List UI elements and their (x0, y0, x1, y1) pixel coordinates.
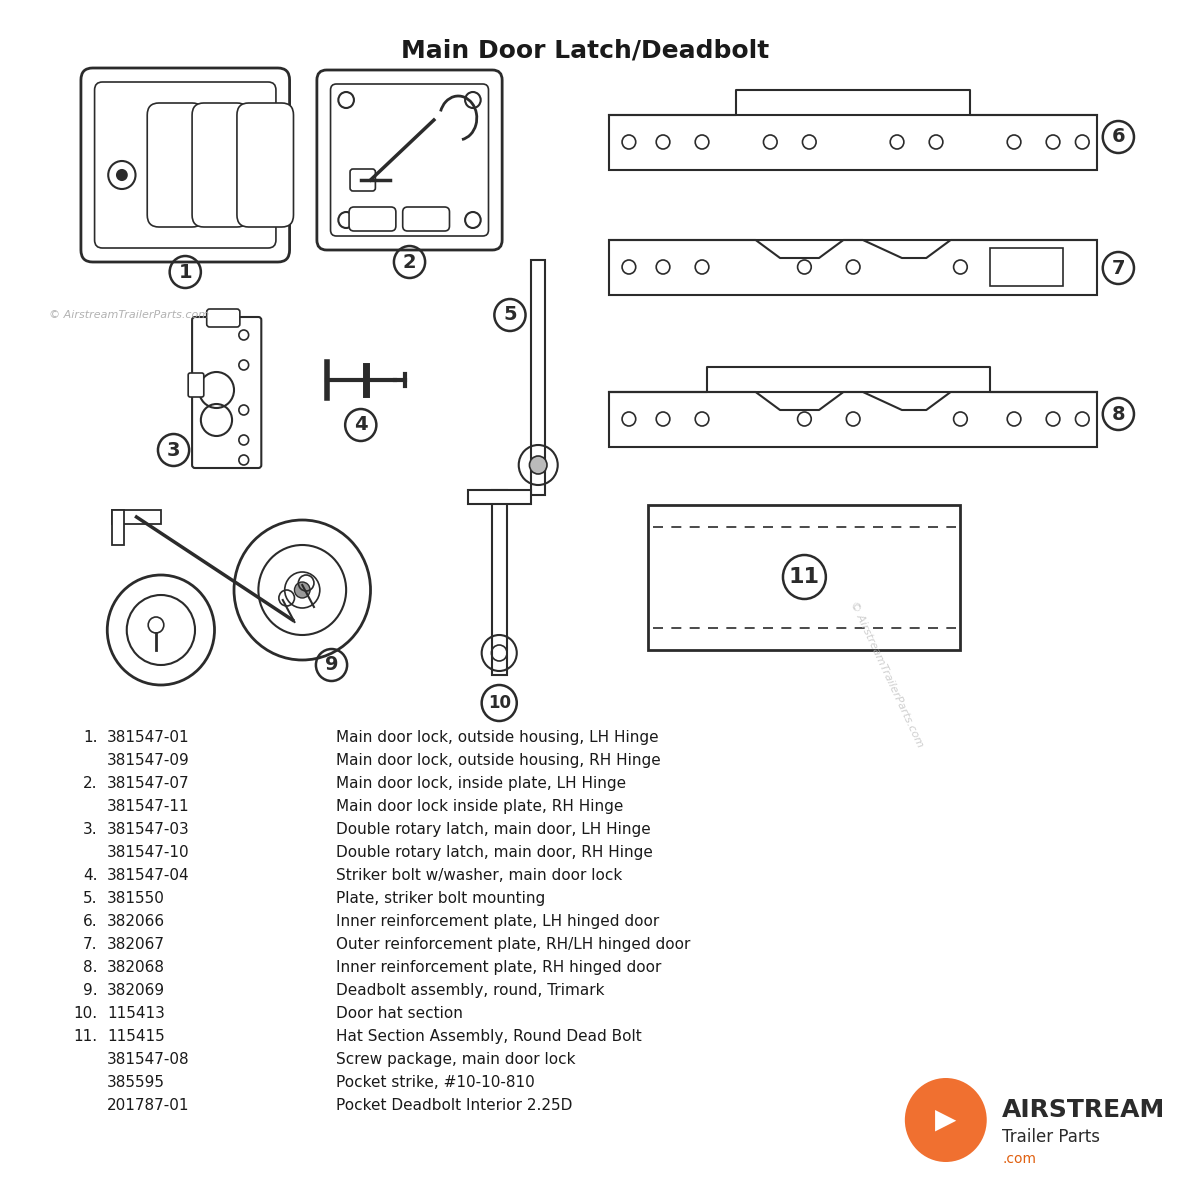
Text: 4.: 4. (83, 868, 97, 883)
Text: 5: 5 (503, 306, 517, 324)
Circle shape (118, 170, 127, 180)
Text: Main door lock, outside housing, RH Hinge: Main door lock, outside housing, RH Hing… (336, 754, 661, 768)
Text: 382069: 382069 (107, 983, 166, 998)
Text: 381547-04: 381547-04 (107, 868, 190, 883)
FancyBboxPatch shape (192, 317, 262, 468)
Text: Pocket Deadbolt Interior 2.25D: Pocket Deadbolt Interior 2.25D (336, 1098, 572, 1114)
Text: ▶: ▶ (935, 1106, 956, 1134)
Bar (990, 248, 1063, 286)
Text: .com: .com (1002, 1152, 1037, 1166)
Text: 3.: 3. (83, 822, 97, 838)
Text: Main Door Latch/Deadbolt: Main Door Latch/Deadbolt (401, 38, 769, 62)
FancyBboxPatch shape (148, 103, 204, 227)
Text: 382068: 382068 (107, 960, 166, 974)
Bar (112, 510, 161, 524)
Text: 201787-01: 201787-01 (107, 1098, 190, 1114)
Text: 8.: 8. (83, 960, 97, 974)
Text: 6.: 6. (83, 914, 97, 929)
Text: 115415: 115415 (107, 1028, 166, 1044)
Text: Screw package, main door lock: Screw package, main door lock (336, 1052, 576, 1067)
Text: 9: 9 (325, 655, 338, 674)
Text: © AirstreamTrailerParts.com: © AirstreamTrailerParts.com (848, 600, 925, 749)
Text: Plate, striker bolt mounting: Plate, striker bolt mounting (336, 890, 546, 906)
Text: 11: 11 (788, 566, 820, 587)
Circle shape (294, 582, 310, 598)
Text: 115413: 115413 (107, 1006, 166, 1021)
FancyBboxPatch shape (403, 206, 450, 230)
Text: 9.: 9. (83, 983, 97, 998)
Text: © AirstreamTrailerParts.com: © AirstreamTrailerParts.com (49, 310, 209, 320)
Bar (112, 510, 124, 545)
Bar (610, 392, 1097, 446)
Text: 381547-09: 381547-09 (107, 754, 190, 768)
Bar (610, 115, 1097, 170)
Text: 10.: 10. (73, 1006, 97, 1021)
Text: 10: 10 (487, 694, 511, 712)
Bar (610, 240, 1097, 295)
Text: Trailer Parts: Trailer Parts (1002, 1128, 1100, 1146)
Text: Main door lock, inside plate, LH Hinge: Main door lock, inside plate, LH Hinge (336, 776, 626, 791)
Text: Main door lock, outside housing, LH Hinge: Main door lock, outside housing, LH Hing… (336, 730, 659, 745)
Circle shape (529, 456, 547, 474)
FancyBboxPatch shape (317, 70, 502, 250)
Text: Inner reinforcement plate, LH hinged door: Inner reinforcement plate, LH hinged doo… (336, 914, 660, 929)
Text: 381550: 381550 (107, 890, 166, 906)
Text: 382066: 382066 (107, 914, 166, 929)
Text: Striker bolt w/washer, main door lock: Striker bolt w/washer, main door lock (336, 868, 623, 883)
Text: 381547-01: 381547-01 (107, 730, 190, 745)
Text: 4: 4 (354, 415, 367, 434)
FancyBboxPatch shape (350, 169, 376, 191)
FancyBboxPatch shape (192, 103, 248, 227)
Text: 381547-11: 381547-11 (107, 799, 190, 814)
Text: 381547-10: 381547-10 (107, 845, 190, 860)
Text: 382067: 382067 (107, 937, 166, 952)
Text: 3: 3 (167, 440, 180, 460)
Text: 381547-03: 381547-03 (107, 822, 190, 838)
FancyBboxPatch shape (188, 373, 204, 397)
Text: Inner reinforcement plate, RH hinged door: Inner reinforcement plate, RH hinged doo… (336, 960, 661, 974)
Text: 385595: 385595 (107, 1075, 166, 1090)
Text: 381547-08: 381547-08 (107, 1052, 190, 1067)
Text: 6: 6 (1111, 127, 1126, 146)
Text: Hat Section Assembly, Round Dead Bolt: Hat Section Assembly, Round Dead Bolt (336, 1028, 642, 1044)
Text: Deadbolt assembly, round, Trimark: Deadbolt assembly, round, Trimark (336, 983, 605, 998)
Text: 2.: 2. (83, 776, 97, 791)
FancyBboxPatch shape (95, 82, 276, 248)
Bar (532, 260, 545, 494)
Text: 1.: 1. (83, 730, 97, 745)
Text: Double rotary latch, main door, RH Hinge: Double rotary latch, main door, RH Hinge (336, 845, 653, 860)
Text: 2: 2 (403, 252, 416, 271)
Text: Outer reinforcement plate, RH/LH hinged door: Outer reinforcement plate, RH/LH hinged … (336, 937, 691, 952)
Circle shape (905, 1078, 986, 1162)
Text: 7: 7 (1111, 258, 1126, 277)
Bar (468, 490, 532, 504)
Text: 5.: 5. (83, 890, 97, 906)
FancyBboxPatch shape (330, 84, 488, 236)
Text: 1: 1 (179, 263, 192, 282)
Text: 11.: 11. (73, 1028, 97, 1044)
Bar (492, 490, 508, 674)
Text: Pocket strike, #10-10-810: Pocket strike, #10-10-810 (336, 1075, 535, 1090)
Text: 7.: 7. (83, 937, 97, 952)
Text: 8: 8 (1111, 404, 1126, 424)
Text: Door hat section: Door hat section (336, 1006, 463, 1021)
Text: 381547-07: 381547-07 (107, 776, 190, 791)
FancyBboxPatch shape (206, 308, 240, 326)
Text: Double rotary latch, main door, LH Hinge: Double rotary latch, main door, LH Hinge (336, 822, 652, 838)
Text: Main door lock inside plate, RH Hinge: Main door lock inside plate, RH Hinge (336, 799, 624, 814)
Bar (648, 505, 960, 650)
Text: AIRSTREAM: AIRSTREAM (1002, 1098, 1165, 1122)
FancyBboxPatch shape (349, 206, 396, 230)
FancyBboxPatch shape (80, 68, 289, 262)
FancyBboxPatch shape (236, 103, 294, 227)
